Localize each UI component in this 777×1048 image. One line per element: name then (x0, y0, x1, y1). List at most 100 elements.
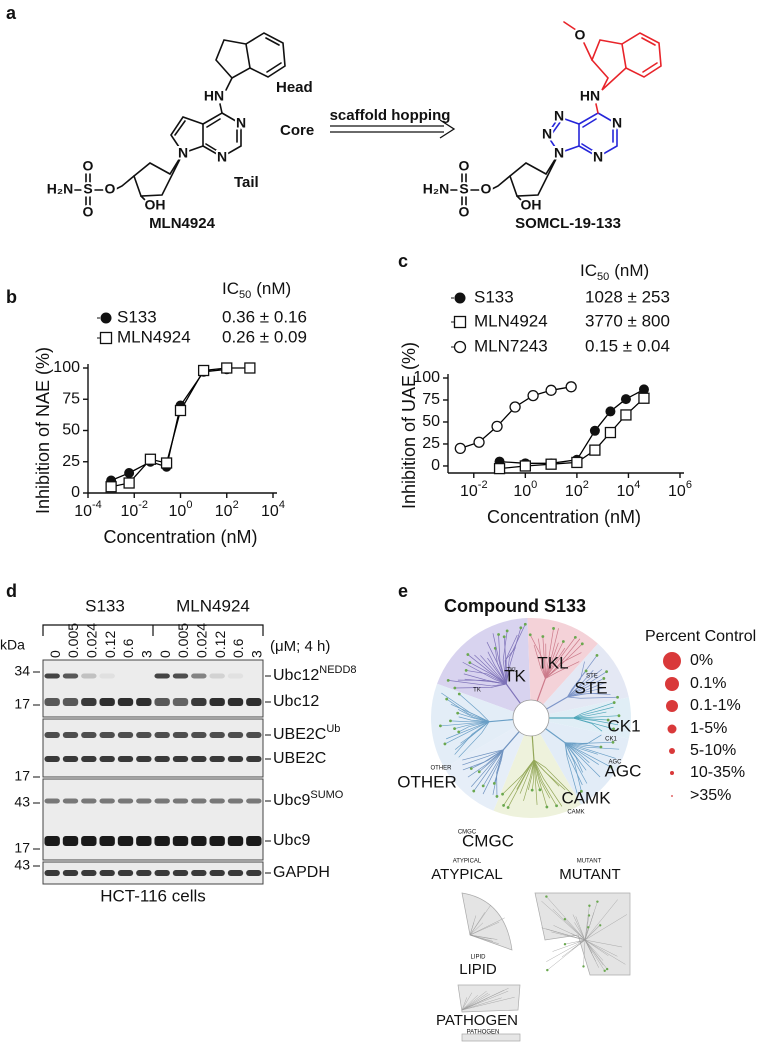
kinome-hit (538, 788, 542, 792)
kinome-hit (611, 740, 615, 744)
legend-title: IC50 (nM) (580, 261, 649, 282)
kinome-hit (552, 627, 555, 630)
data-point (197, 364, 210, 377)
kinome-hit (580, 642, 584, 646)
kinome-branch (564, 741, 614, 744)
atom-label: H₂N (47, 181, 73, 197)
kinome-branch (545, 652, 582, 679)
kinase-group-small: CAMK (567, 810, 584, 816)
kinome-branch (533, 759, 538, 805)
legend-title: Percent Control (645, 628, 756, 645)
tree-branch (469, 922, 475, 936)
blot-band (136, 698, 152, 706)
legend-marker (663, 652, 681, 670)
blot-band (191, 698, 207, 706)
blot-band (154, 732, 170, 738)
x-tick-label: 102 (215, 499, 239, 520)
tree-fan (461, 1033, 521, 1042)
arrow-label: scaffold hopping (330, 107, 451, 124)
data-point (620, 409, 632, 421)
kinome-branch (564, 742, 612, 768)
compound-name: SOMCL-19-133 (515, 215, 621, 232)
atom-label: O (575, 27, 586, 43)
band-label: UBE2CUb (273, 723, 340, 743)
kinome-hit (528, 633, 532, 637)
band-sup: Ub (326, 723, 340, 735)
atom-label: N (217, 149, 227, 165)
blot-band (117, 756, 134, 762)
kinome-branch (533, 759, 574, 796)
x-tick-label: 104 (261, 499, 285, 520)
kinome-hit (497, 633, 500, 636)
kinome-hit (606, 718, 610, 722)
kinome-trunk (531, 735, 535, 760)
kinome-branch (564, 742, 620, 750)
band-name: Ubc12 (273, 667, 319, 684)
kinome-hit (464, 669, 468, 672)
kinome-branch (533, 759, 560, 787)
blot-band (81, 756, 97, 762)
kinome-branch (505, 624, 526, 685)
legend-marker (670, 771, 674, 775)
molecule-right-bonds (447, 21, 662, 207)
legend-label: S133 (474, 287, 514, 306)
legend-marker (100, 312, 112, 324)
blot-band (62, 698, 79, 706)
tree-branch (461, 993, 491, 1011)
kinome-branch (545, 637, 576, 679)
kinome-branch (545, 641, 564, 679)
kinome-hit (579, 789, 583, 793)
kinome-branch (450, 720, 490, 723)
kinome-branch (463, 673, 507, 685)
data-point (123, 477, 135, 489)
kinome-hit (477, 770, 481, 774)
kinome-hit (506, 806, 510, 809)
dose-label: 0.024 (194, 623, 210, 658)
kinome-hit (530, 788, 534, 792)
kinome-branch (467, 749, 504, 778)
blot-panel (42, 718, 264, 778)
legend-title-sub: 50 (239, 289, 251, 301)
tree-branch (552, 939, 586, 952)
blot-band (191, 836, 207, 846)
kinome-branch (564, 742, 583, 773)
y-tick-label: 100 (413, 369, 440, 386)
data-point (571, 456, 583, 469)
kinome-branch (462, 749, 504, 766)
kda-marker: 17 (14, 768, 30, 784)
kinome-hit (456, 711, 460, 715)
blot-band (62, 836, 79, 846)
blot-band (99, 732, 115, 738)
blot-band (154, 836, 170, 846)
kinase-group-small: TK (473, 688, 481, 694)
kinome-hit (469, 767, 473, 770)
group-label: MLN4924 (176, 596, 250, 615)
blot-band (172, 756, 189, 762)
kinome-branch (531, 759, 535, 791)
y-tick-label: 25 (422, 435, 440, 452)
blot-band (154, 798, 170, 804)
blot-band (99, 698, 115, 706)
kinome-branch (462, 749, 504, 771)
blot-band (172, 836, 189, 846)
dose-label: 3 (249, 650, 265, 658)
kinome-branch (564, 742, 590, 764)
x-tick-label: 10-2 (460, 479, 488, 500)
kinome-hit (523, 622, 527, 626)
kinome-sector (437, 618, 531, 718)
atom-label: N (542, 126, 552, 142)
kda-marker: 17 (14, 840, 30, 856)
kinome-branch (545, 661, 580, 679)
kinome-branch (533, 759, 551, 799)
blot-band (172, 870, 189, 876)
kinome-hit (605, 967, 609, 971)
kinase-group: OTHER (397, 772, 457, 791)
legend-title-text: IC (222, 279, 239, 298)
tree-branch (584, 939, 605, 971)
band-label: UBE2C (273, 750, 326, 767)
kinome-branch (572, 717, 619, 726)
kinome-branch (441, 692, 490, 722)
kinome-branch (444, 721, 490, 745)
legend-label: 0.1% (690, 675, 726, 692)
dose-label: 0 (157, 650, 173, 658)
